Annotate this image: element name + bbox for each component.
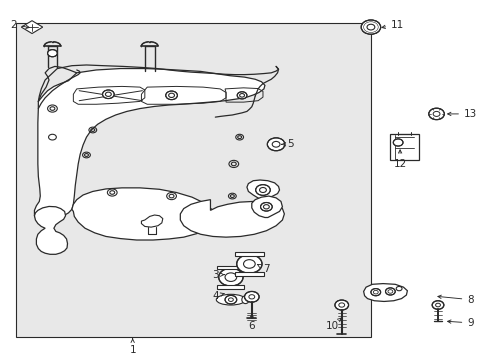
Circle shape [47, 50, 57, 57]
Circle shape [244, 292, 259, 302]
Circle shape [224, 296, 236, 304]
Text: 5: 5 [281, 139, 293, 149]
Circle shape [236, 255, 262, 273]
Bar [217, 266, 244, 269]
Polygon shape [246, 180, 279, 202]
Text: 9: 9 [447, 318, 473, 328]
Polygon shape [141, 215, 163, 227]
Polygon shape [21, 21, 42, 33]
Circle shape [385, 288, 394, 295]
Polygon shape [251, 196, 282, 217]
Circle shape [260, 203, 272, 211]
Circle shape [255, 185, 270, 195]
Text: 6: 6 [248, 314, 255, 332]
Circle shape [102, 90, 114, 99]
Polygon shape [72, 188, 215, 240]
Circle shape [218, 268, 243, 286]
Bar [217, 285, 244, 289]
Text: 4: 4 [212, 291, 224, 301]
Text: 1: 1 [129, 339, 136, 355]
Circle shape [392, 139, 402, 146]
Polygon shape [34, 68, 264, 220]
Circle shape [361, 20, 380, 34]
Polygon shape [34, 206, 67, 254]
Circle shape [431, 301, 443, 309]
Ellipse shape [242, 296, 248, 303]
Bar [16, 23, 370, 337]
Text: 3: 3 [212, 270, 224, 280]
Circle shape [334, 300, 348, 310]
Text: 11: 11 [381, 19, 404, 30]
Ellipse shape [216, 294, 245, 305]
Bar [234, 272, 264, 276]
Bar [389, 134, 418, 160]
Polygon shape [363, 284, 407, 301]
Bar [234, 252, 264, 256]
Text: 8: 8 [437, 295, 473, 305]
Polygon shape [180, 200, 284, 237]
Circle shape [165, 91, 177, 100]
Text: 13: 13 [447, 109, 476, 119]
Circle shape [370, 289, 380, 296]
Text: 7: 7 [257, 264, 269, 274]
Text: 10: 10 [325, 318, 340, 332]
Circle shape [237, 92, 246, 99]
Circle shape [428, 108, 444, 120]
Text: 2: 2 [10, 19, 29, 30]
Circle shape [267, 138, 285, 151]
Text: 12: 12 [393, 150, 406, 169]
